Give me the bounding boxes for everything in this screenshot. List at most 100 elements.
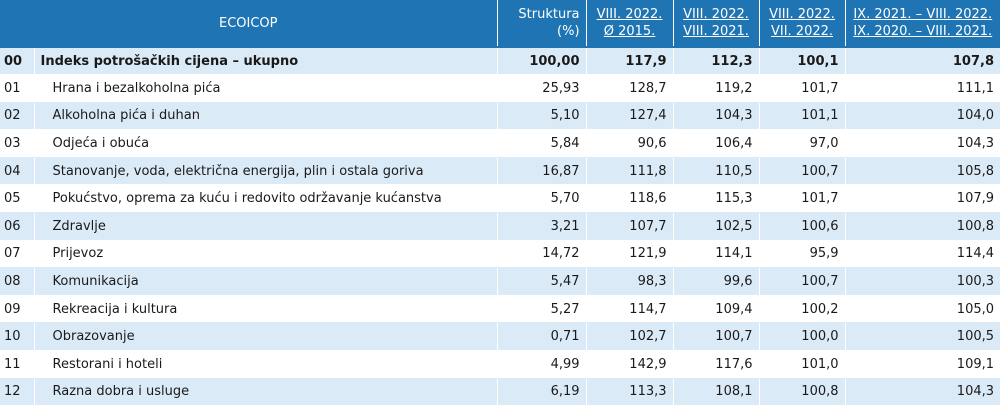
row-v4: 104,3 <box>845 129 1000 158</box>
row-v1: 128,7 <box>586 74 674 103</box>
row-v1: 90,6 <box>586 129 674 158</box>
row-name: Razna dobra i usluge <box>34 378 498 407</box>
table-row: 04 Stanovanje, voda, električna energija… <box>0 157 1000 186</box>
row-v3: 100,2 <box>759 295 846 324</box>
table-body: 00 Indeks potrošačkih cijena – ukupno 10… <box>0 46 1000 407</box>
row-name: Restorani i hoteli <box>34 350 498 379</box>
row-struktura: 25,93 <box>497 74 587 103</box>
table-row: 06 Zdravlje 3,21 107,7 102,5 100,6 100,8 <box>0 212 1000 241</box>
row-v4: 107,8 <box>845 46 1000 76</box>
header-col1[interactable]: VIII. 2022. Ø 2015. <box>586 0 674 47</box>
row-v2: 104,3 <box>673 102 760 131</box>
row-struktura: 100,00 <box>497 46 587 76</box>
header-col3-line1[interactable]: VIII. 2022. <box>769 7 835 22</box>
row-v1: 98,3 <box>586 267 674 296</box>
row-code: 07 <box>0 240 35 269</box>
row-code: 04 <box>0 157 35 186</box>
row-name: Prijevoz <box>34 240 498 269</box>
row-v4: 109,1 <box>845 350 1000 379</box>
row-struktura: 14,72 <box>497 240 587 269</box>
table-row: 03 Odjeća i obuća 5,84 90,6 106,4 97,0 1… <box>0 129 1000 158</box>
row-name: Alkoholna pića i duhan <box>34 102 498 131</box>
row-v4: 100,5 <box>845 322 1000 352</box>
table-row: 01 Hrana i bezalkoholna pića 25,93 128,7… <box>0 74 1000 103</box>
row-v4: 107,9 <box>845 184 1000 214</box>
row-v2: 109,4 <box>673 295 760 324</box>
row-code: 05 <box>0 184 35 214</box>
row-struktura: 5,70 <box>497 184 587 214</box>
row-v4: 111,1 <box>845 74 1000 103</box>
row-v1: 113,3 <box>586 378 674 407</box>
header-col2-line2[interactable]: VIII. 2021. <box>683 24 749 39</box>
row-v2: 99,6 <box>673 267 760 296</box>
table-row-total: 00 Indeks potrošačkih cijena – ukupno 10… <box>0 46 1000 76</box>
row-v1: 102,7 <box>586 322 674 352</box>
row-v2: 117,6 <box>673 350 760 379</box>
table-row: 07 Prijevoz 14,72 121,9 114,1 95,9 114,4 <box>0 240 1000 269</box>
row-code: 10 <box>0 322 35 352</box>
row-v3: 100,1 <box>759 46 846 76</box>
header-col3-line2[interactable]: VII. 2022. <box>770 24 834 39</box>
row-v2: 106,4 <box>673 129 760 158</box>
header-struktura-line1: Struktura <box>518 7 580 22</box>
header-col2-line1[interactable]: VIII. 2022. <box>683 7 749 22</box>
table-row: 02 Alkoholna pića i duhan 5,10 127,4 104… <box>0 102 1000 131</box>
row-v4: 105,8 <box>845 157 1000 186</box>
row-v3: 100,7 <box>759 267 846 296</box>
row-struktura: 3,21 <box>497 212 587 241</box>
row-v4: 114,4 <box>845 240 1000 269</box>
row-v1: 121,9 <box>586 240 674 269</box>
header-col3[interactable]: VIII. 2022. VII. 2022. <box>759 0 846 47</box>
header-col4-line1[interactable]: IX. 2021. – VIII. 2022. <box>853 7 993 22</box>
row-v3: 101,7 <box>759 184 846 214</box>
table-row: 12 Razna dobra i usluge 6,19 113,3 108,1… <box>0 378 1000 407</box>
row-struktura: 5,10 <box>497 102 587 131</box>
row-v1: 114,7 <box>586 295 674 324</box>
header-col1-line1[interactable]: VIII. 2022. <box>596 7 663 22</box>
header-col1-line2[interactable]: Ø 2015. <box>603 24 656 39</box>
row-struktura: 6,19 <box>497 378 587 407</box>
row-v4: 100,8 <box>845 212 1000 241</box>
row-name: Obrazovanje <box>34 322 498 352</box>
row-v3: 101,7 <box>759 74 846 103</box>
row-name: Stanovanje, voda, električna energija, p… <box>34 157 498 186</box>
row-v4: 104,3 <box>845 378 1000 407</box>
row-struktura: 5,47 <box>497 267 587 296</box>
row-v1: 111,8 <box>586 157 674 186</box>
row-v2: 108,1 <box>673 378 760 407</box>
row-v2: 112,3 <box>673 46 760 76</box>
row-v1: 118,6 <box>586 184 674 214</box>
row-name: Pokućstvo, oprema za kuću i redovito odr… <box>34 184 498 214</box>
row-v1: 107,7 <box>586 212 674 241</box>
row-v3: 97,0 <box>759 129 846 158</box>
row-code: 08 <box>0 267 35 296</box>
row-v3: 101,1 <box>759 102 846 131</box>
row-name: Komunikacija <box>34 267 498 296</box>
row-name: Odjeća i obuća <box>34 129 498 158</box>
row-v2: 119,2 <box>673 74 760 103</box>
header-col2[interactable]: VIII. 2022. VIII. 2021. <box>673 0 760 47</box>
row-name: Hrana i bezalkoholna pića <box>34 74 498 103</box>
row-struktura: 4,99 <box>497 350 587 379</box>
row-struktura: 0,71 <box>497 322 587 352</box>
row-v3: 100,6 <box>759 212 846 241</box>
row-code: 01 <box>0 74 35 103</box>
row-struktura: 16,87 <box>497 157 587 186</box>
header-col4[interactable]: IX. 2021. – VIII. 2022. IX. 2020. – VIII… <box>845 0 1000 47</box>
row-v2: 115,3 <box>673 184 760 214</box>
row-v4: 104,0 <box>845 102 1000 131</box>
header-col4-line2[interactable]: IX. 2020. – VIII. 2021. <box>853 24 993 39</box>
row-v3: 101,0 <box>759 350 846 379</box>
table-row: 09 Rekreacija i kultura 5,27 114,7 109,4… <box>0 295 1000 324</box>
row-v2: 110,5 <box>673 157 760 186</box>
row-code: 00 <box>0 46 35 76</box>
row-code: 12 <box>0 378 35 407</box>
table-row: 05 Pokućstvo, oprema za kuću i redovito … <box>0 184 1000 214</box>
row-code: 09 <box>0 295 35 324</box>
row-name: Rekreacija i kultura <box>34 295 498 324</box>
row-v3: 95,9 <box>759 240 846 269</box>
table-row: 10 Obrazovanje 0,71 102,7 100,7 100,0 10… <box>0 322 1000 352</box>
row-name: Zdravlje <box>34 212 498 241</box>
row-v1: 127,4 <box>586 102 674 131</box>
